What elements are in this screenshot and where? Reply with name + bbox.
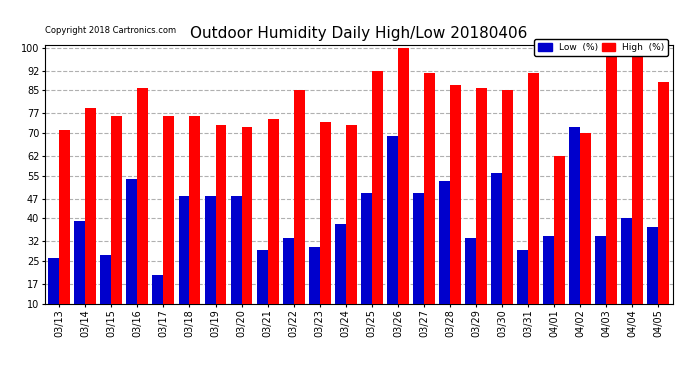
Bar [424, 74, 435, 304]
Bar [465, 238, 476, 304]
Bar [230, 196, 241, 304]
Bar [241, 128, 253, 304]
Bar [257, 250, 268, 304]
Bar [100, 255, 111, 304]
Bar [179, 196, 190, 304]
Bar [319, 122, 331, 304]
Bar [111, 116, 122, 304]
Bar [439, 182, 450, 304]
Bar [450, 85, 461, 304]
Bar [476, 88, 487, 304]
Bar [190, 116, 200, 304]
Bar [137, 88, 148, 304]
Bar [126, 178, 137, 304]
Bar [622, 219, 632, 304]
Bar [554, 156, 565, 304]
Text: Copyright 2018 Cartronics.com: Copyright 2018 Cartronics.com [45, 26, 176, 34]
Bar [595, 236, 607, 304]
Bar [215, 124, 226, 304]
Legend: Low  (%), High  (%): Low (%), High (%) [535, 39, 668, 56]
Bar [413, 193, 424, 304]
Bar [294, 90, 304, 304]
Bar [387, 136, 398, 304]
Bar [543, 236, 554, 304]
Bar [580, 133, 591, 304]
Bar [86, 108, 96, 304]
Bar [283, 238, 294, 304]
Bar [268, 119, 279, 304]
Bar [607, 45, 618, 304]
Bar [346, 124, 357, 304]
Bar [658, 82, 669, 304]
Bar [152, 275, 164, 304]
Bar [59, 130, 70, 304]
Bar [491, 173, 502, 304]
Bar [502, 90, 513, 304]
Bar [164, 116, 175, 304]
Bar [204, 196, 215, 304]
Title: Outdoor Humidity Daily High/Low 20180406: Outdoor Humidity Daily High/Low 20180406 [190, 26, 527, 41]
Bar [632, 51, 643, 304]
Bar [361, 193, 372, 304]
Bar [335, 224, 346, 304]
Bar [647, 227, 658, 304]
Bar [75, 221, 86, 304]
Bar [528, 74, 539, 304]
Bar [569, 128, 580, 304]
Bar [48, 258, 59, 304]
Bar [372, 70, 383, 304]
Bar [309, 247, 319, 304]
Bar [398, 48, 408, 304]
Bar [518, 250, 528, 304]
